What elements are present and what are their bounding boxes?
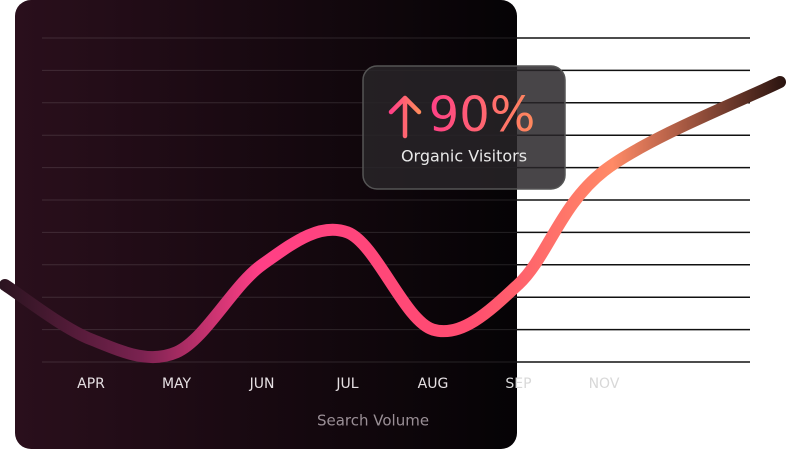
- x-tick-label: JUL: [335, 376, 358, 392]
- callout: 90% Organic Visitors: [362, 65, 566, 190]
- x-tick-label: MAY: [162, 376, 192, 392]
- x-axis-label: Search Volume: [317, 412, 429, 430]
- plot: APR MAY JUN JUL AUG SEP NOV: [0, 76, 786, 392]
- callout-label: Organic Visitors: [401, 147, 527, 166]
- x-tick-label: SEP: [505, 376, 531, 392]
- line: [0, 76, 786, 364]
- x-tick-label: JUN: [249, 376, 275, 392]
- x-tick-label: APR: [77, 376, 105, 392]
- x-tick-label: NOV: [589, 376, 620, 392]
- callout-box: [362, 65, 566, 190]
- up-arrow: [388, 95, 422, 139]
- callout-value: 90%: [429, 87, 536, 143]
- x-tick-label: AUG: [418, 376, 449, 392]
